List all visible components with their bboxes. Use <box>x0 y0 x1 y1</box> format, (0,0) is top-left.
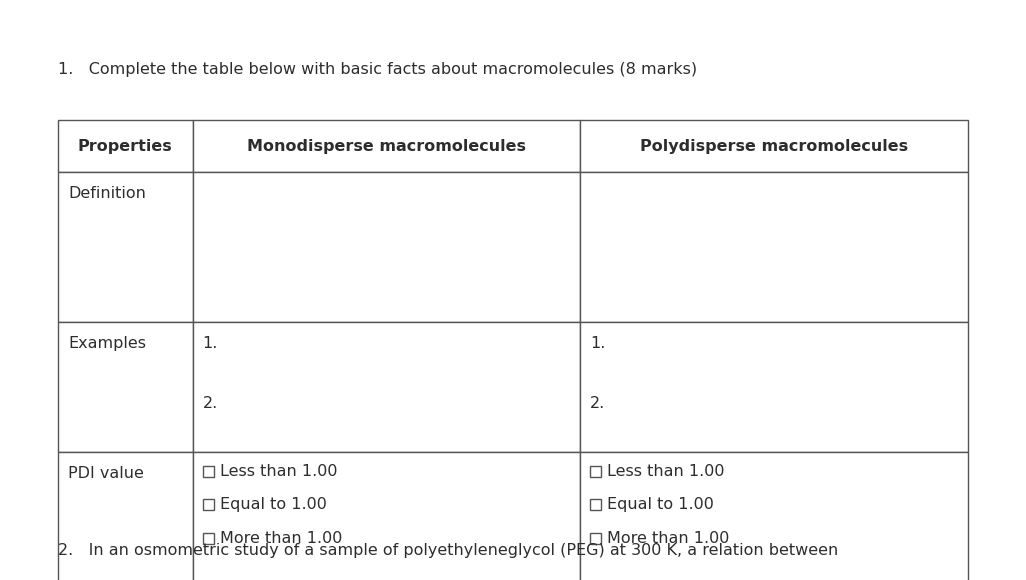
Text: Monodisperse macromolecules: Monodisperse macromolecules <box>247 139 526 154</box>
Bar <box>193 120 581 172</box>
Bar <box>203 466 213 477</box>
Text: Less than 1.00: Less than 1.00 <box>607 464 724 479</box>
Text: Less than 1.00: Less than 1.00 <box>220 464 338 479</box>
Bar <box>590 499 601 510</box>
Bar <box>581 120 968 172</box>
Text: 1.   Complete the table below with basic facts about macromolecules (8 marks): 1. Complete the table below with basic f… <box>58 62 697 77</box>
Text: 1.: 1. <box>203 336 219 351</box>
Text: PDI value: PDI value <box>68 466 144 481</box>
Bar <box>581 172 968 322</box>
Bar <box>193 452 581 580</box>
Text: 2.: 2. <box>203 396 218 411</box>
Bar <box>590 532 601 543</box>
Text: Examples: Examples <box>68 336 146 351</box>
Text: Equal to 1.00: Equal to 1.00 <box>220 497 326 512</box>
Text: Properties: Properties <box>78 139 172 154</box>
Text: Definition: Definition <box>68 186 146 201</box>
Bar <box>193 172 581 322</box>
Bar <box>58 452 193 580</box>
Bar <box>58 322 193 452</box>
Text: More than 1.00: More than 1.00 <box>220 531 342 546</box>
Bar <box>590 466 601 477</box>
Text: 2.   In an osmometric study of a sample of polyethyleneglycol (PEG) at 300 K, a : 2. In an osmometric study of a sample of… <box>58 543 838 558</box>
Bar <box>193 322 581 452</box>
Text: 1.: 1. <box>590 336 605 351</box>
Text: 2.: 2. <box>590 396 605 411</box>
Text: Polydisperse macromolecules: Polydisperse macromolecules <box>640 139 908 154</box>
Bar <box>581 322 968 452</box>
Bar <box>58 120 193 172</box>
Text: Equal to 1.00: Equal to 1.00 <box>607 497 714 512</box>
Text: More than 1.00: More than 1.00 <box>607 531 729 546</box>
Bar <box>203 499 213 510</box>
Bar <box>58 172 193 322</box>
Bar <box>203 532 213 543</box>
Bar <box>581 452 968 580</box>
